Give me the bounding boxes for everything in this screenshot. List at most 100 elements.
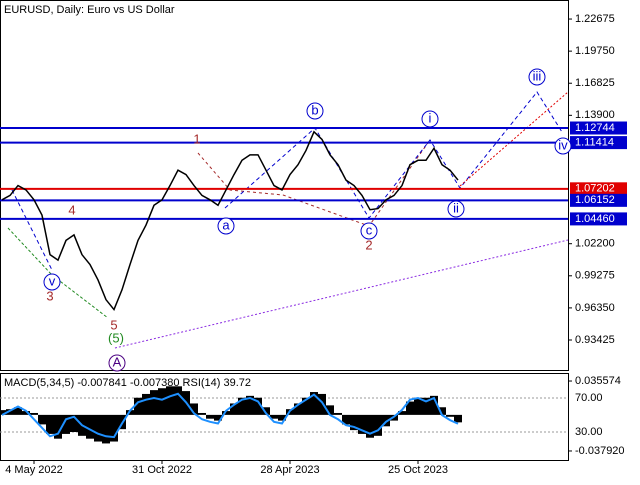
y-tick-label: 1.02200 (575, 238, 615, 250)
wave-circle (217, 217, 235, 235)
macd-bar (262, 407, 270, 415)
macd-bar (70, 414, 78, 433)
wave-circle (528, 68, 546, 86)
wave-label: v (49, 273, 56, 288)
x-tick-label: 31 Oct 2022 (132, 464, 192, 476)
macd-bar (190, 403, 198, 415)
macd-bar (342, 414, 350, 425)
macd-bar (350, 414, 358, 431)
y-tick-label: -0.037920 (575, 445, 625, 457)
wave-circle (360, 222, 378, 240)
wave-label: A (113, 354, 122, 369)
wave-label: 4 (68, 202, 75, 217)
indicator-frame (0, 373, 569, 461)
level-box (570, 136, 627, 150)
macd-bar (454, 414, 462, 423)
macd-bar (150, 390, 158, 415)
indicator-title: MACD(5,34,5) -0.007841 -0.007380 RSI(14)… (4, 377, 251, 389)
y-tick-label: 1.19750 (575, 45, 615, 57)
macd-bar (110, 414, 118, 442)
main-frame (0, 0, 569, 371)
wave-circle (306, 102, 324, 120)
macd-bar (302, 397, 310, 415)
macd-bar (14, 407, 22, 415)
macd-bar (278, 414, 286, 421)
wave-label: 3 (46, 288, 53, 303)
wave-label: ii (453, 200, 459, 215)
macd-bar (358, 414, 366, 434)
wave-line (459, 91, 569, 187)
macd-bar (62, 414, 70, 434)
y-tick-label: 1.22675 (575, 13, 615, 25)
wave-label: iv (558, 137, 568, 152)
level-label: 1.11414 (575, 137, 614, 149)
macd-bar (142, 393, 150, 415)
macd-bar (158, 388, 166, 415)
rsi-line (1, 392, 459, 439)
level-box (570, 182, 627, 196)
macd-bar (438, 407, 446, 415)
macd-bar (30, 412, 38, 415)
wave-line (7, 227, 109, 319)
chart-title: EURUSD, Daily: Euro vs US Dollar (4, 4, 175, 16)
y-tick-label: 1.13900 (575, 109, 615, 121)
macd-bar (334, 412, 342, 415)
wave-line (11, 189, 53, 271)
level-label: 1.12744 (575, 122, 615, 134)
x-tick-label: 4 May 2022 (5, 464, 62, 476)
level-box (570, 193, 627, 207)
wave-label: 1 (193, 131, 200, 146)
macd-bar (374, 414, 382, 436)
macd-bar (422, 397, 430, 415)
macd-bar (310, 392, 318, 415)
wave-line (197, 139, 431, 227)
level-box (570, 212, 627, 226)
macd-bar (318, 393, 326, 415)
wave-circle (554, 137, 572, 155)
macd-bar (86, 414, 94, 439)
x-tick-label: 25 Oct 2023 (388, 464, 448, 476)
level-label: 1.07202 (575, 183, 615, 195)
wave-circle (447, 200, 465, 218)
macd-bar (446, 414, 454, 417)
wave-circle (421, 110, 439, 128)
wave-label: 2 (365, 237, 372, 252)
y-tick-label: 0.035574 (575, 375, 621, 387)
macd-bar (238, 397, 246, 415)
wave-label: a (222, 217, 230, 232)
macd-bar (246, 395, 254, 415)
macd-bar (230, 403, 238, 415)
wave-line (114, 239, 569, 349)
y-tick-label: 0.96350 (575, 302, 615, 314)
macd-bar (406, 401, 414, 415)
wave-circle (108, 354, 126, 372)
macd-bar (38, 414, 46, 425)
macd-bar (206, 414, 214, 419)
macd-bar (382, 414, 390, 427)
macd-bar (214, 414, 222, 421)
macd-bar (222, 411, 230, 415)
y2-tick-label: 70.00 (575, 392, 603, 404)
macd-bar (326, 405, 334, 415)
wave-circle (43, 273, 61, 291)
macd-bar (198, 412, 206, 415)
macd-bar (166, 386, 174, 415)
y-tick-label: 0.99275 (575, 270, 615, 282)
wave-label: i (429, 110, 432, 125)
macd-bar (430, 395, 438, 415)
wave-line (224, 91, 563, 219)
wave-label: b (311, 102, 318, 117)
macd-bar (270, 414, 278, 419)
macd-bar (398, 411, 406, 415)
macd-bar (102, 414, 110, 444)
macd-bar (6, 409, 14, 415)
level-box (570, 121, 627, 135)
price-line (1, 130, 459, 312)
wave-label: c (366, 222, 373, 237)
y2-tick-label: 30.00 (575, 426, 603, 438)
y-tick-label: 0.93425 (575, 334, 615, 346)
macd-bar (0, 410, 6, 415)
level-label: 1.06152 (575, 194, 615, 206)
